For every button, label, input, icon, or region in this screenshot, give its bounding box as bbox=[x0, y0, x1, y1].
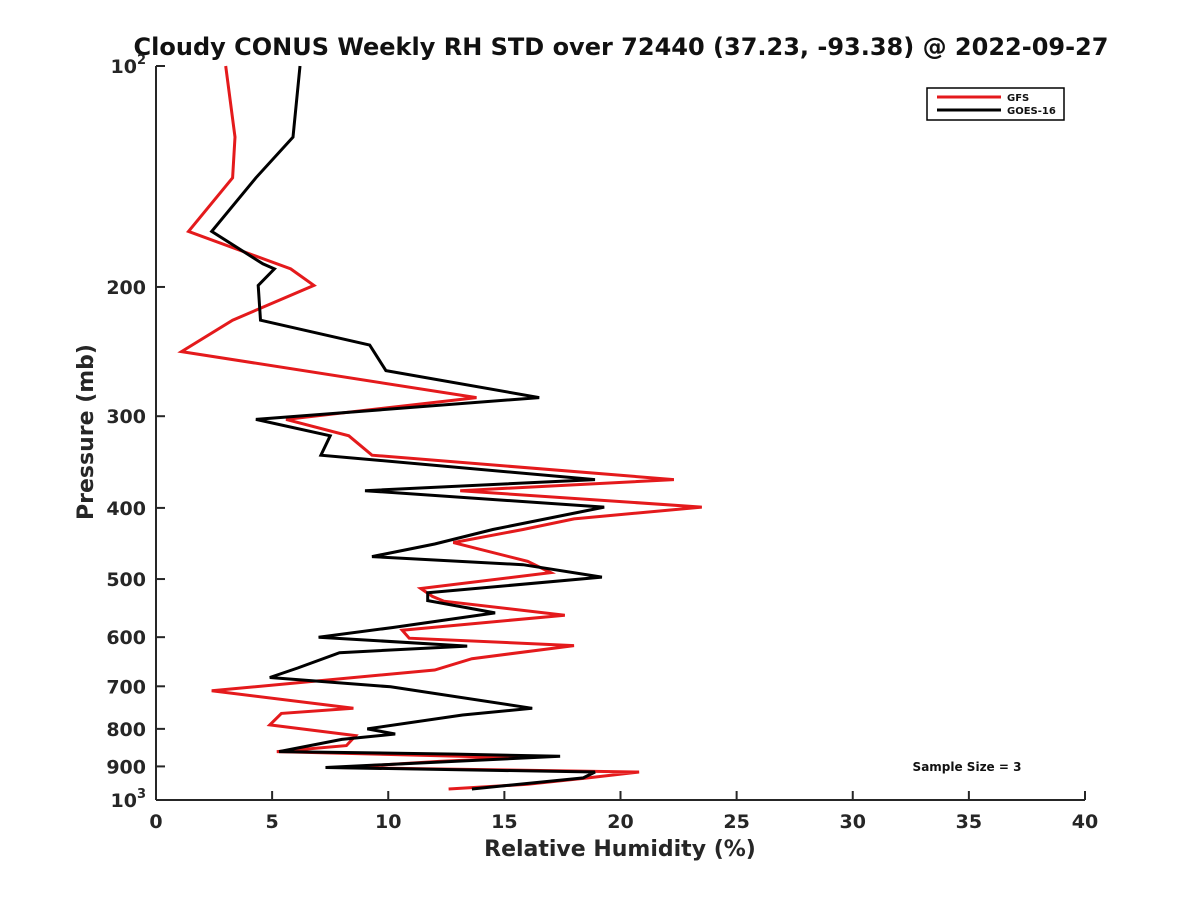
legend-entry: GFS bbox=[1007, 93, 1029, 104]
series-line-goes-16 bbox=[209, 65, 605, 791]
y-tick-label-base: 700 bbox=[106, 676, 146, 698]
legend-box bbox=[926, 87, 1065, 121]
y-tick-label-exponent: 2 bbox=[137, 53, 146, 68]
y-tick-label: 700 bbox=[106, 676, 146, 698]
plot-area: 0 5 10 15 20 25 30 35 40102200300400500600700800… bbox=[106, 53, 1098, 833]
x-tick-label: 25 bbox=[723, 811, 749, 833]
x-tick-label: 5 bbox=[266, 811, 279, 833]
y-tick-label: 200 bbox=[106, 277, 146, 299]
axes-layer: 0 5 10 15 20 25 30 35 40102200300400500600700800… bbox=[106, 53, 1098, 833]
series-line-gfs bbox=[177, 65, 702, 791]
y-axis-label: Pressure (mb) bbox=[74, 344, 99, 520]
y-tick-label: 500 bbox=[106, 569, 146, 591]
y-tick-label-base: 200 bbox=[106, 277, 146, 299]
y-tick-label: 900 bbox=[106, 756, 146, 778]
y-tick-label: 800 bbox=[106, 719, 146, 741]
series-layer bbox=[177, 65, 702, 791]
x-tick-label: 20 bbox=[607, 811, 633, 833]
legend: GFS GOES-16 bbox=[926, 87, 1065, 121]
x-tick-label: 15 bbox=[491, 811, 517, 833]
x-tick-label: 30 bbox=[840, 811, 866, 833]
chart-title: Cloudy CONUS Weekly RH STD over 72440 (3… bbox=[134, 33, 1109, 61]
y-tick-label: 103 bbox=[111, 787, 147, 812]
y-tick-label: 600 bbox=[106, 627, 146, 649]
legend-entry: GOES-16 bbox=[1007, 106, 1056, 117]
y-tick-label-base: 400 bbox=[106, 498, 146, 520]
y-tick-label-base: 600 bbox=[106, 627, 146, 649]
y-tick-label-base: 10 bbox=[111, 790, 137, 812]
x-tick-label: 40 bbox=[1072, 811, 1098, 833]
x-axis-label: Relative Humidity (%) bbox=[484, 837, 756, 862]
y-tick-label-base: 500 bbox=[106, 569, 146, 591]
y-tick-label-base: 900 bbox=[106, 756, 146, 778]
y-tick-label: 102 bbox=[111, 53, 147, 78]
y-tick-label-base: 800 bbox=[106, 719, 146, 741]
y-tick-label-exponent: 3 bbox=[137, 787, 146, 802]
y-tick-label: 300 bbox=[106, 406, 146, 428]
sample-size-annotation: Sample Size = 3 bbox=[913, 760, 1022, 774]
y-tick-label-base: 300 bbox=[106, 406, 146, 428]
x-tick-label: 10 bbox=[375, 811, 401, 833]
x-tick-label: 35 bbox=[956, 811, 982, 833]
y-tick-label-base: 10 bbox=[111, 56, 137, 78]
x-tick-label: 0 bbox=[149, 811, 162, 833]
y-tick-label: 400 bbox=[106, 498, 146, 520]
